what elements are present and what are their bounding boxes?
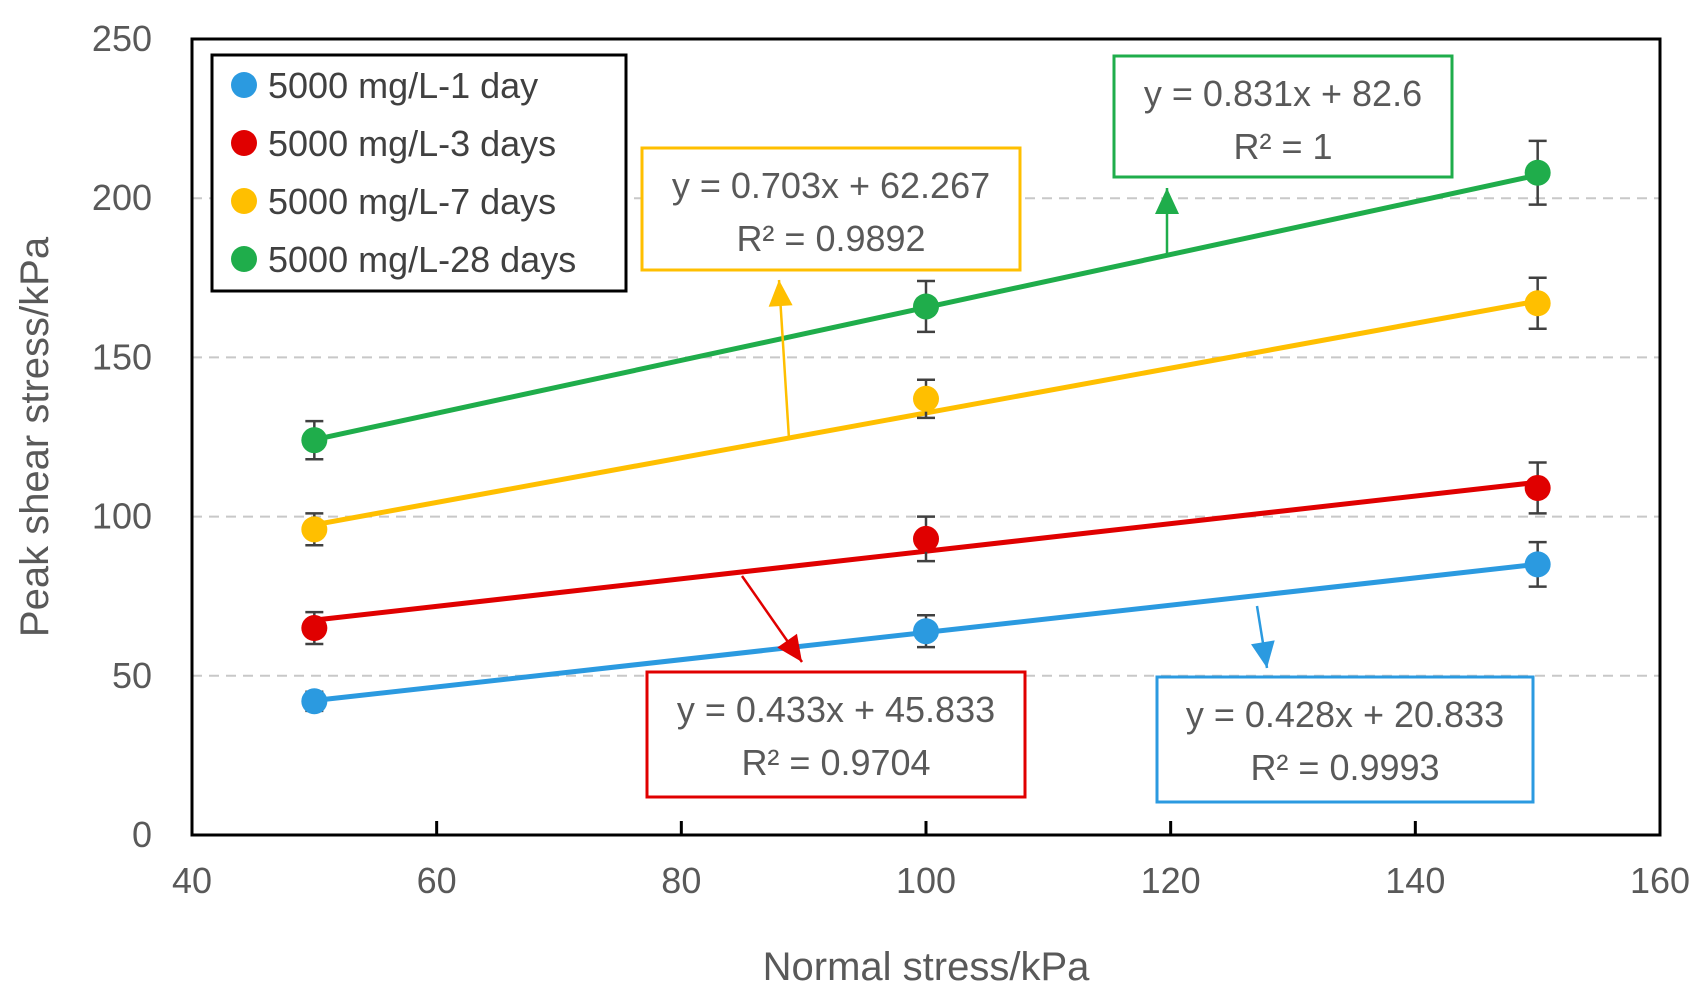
y-tick-label-150: 150	[92, 336, 152, 377]
data-point-s1-2	[1524, 474, 1551, 501]
data-point-s3-1	[913, 293, 939, 320]
y-tick-label-0: 0	[132, 814, 152, 855]
equation-text-s1: y = 0.433x + 45.833	[677, 689, 995, 730]
legend-box	[210, 53, 628, 293]
legend-marker-s3	[231, 246, 257, 272]
y-tick-label-200: 200	[92, 177, 152, 218]
x-tick-label-60: 60	[417, 860, 457, 901]
data-point-s2-1	[913, 385, 939, 412]
equation-box-s1	[645, 670, 1027, 799]
points-layer	[301, 139, 1551, 715]
legend-label-s3: 5000 mg/L-28 days	[268, 239, 576, 280]
arrow-head-s2	[768, 280, 793, 307]
data-point-s1-0	[301, 615, 328, 642]
axis-layer: 40 60 80 100 120 140 160 0 50 100 150 200 250	[92, 18, 1690, 901]
legend-marker-s1	[231, 130, 257, 156]
legend-label-s1: 5000 mg/L-3 days	[268, 123, 556, 164]
arrow-head-s3	[1155, 188, 1179, 214]
data-point-s3-2	[1524, 159, 1551, 186]
x-tick-label-140: 140	[1385, 860, 1445, 901]
legend-marker-s2	[231, 188, 257, 214]
x-tick-label-100: 100	[896, 860, 956, 901]
equation-text-s2: y = 0.703x + 62.267	[672, 165, 990, 206]
y-tick-label-50: 50	[112, 655, 152, 696]
r2-text-s2: R² = 0.9892	[736, 218, 925, 259]
legend-marker-s0	[231, 72, 257, 98]
r2-text-s1: R² = 0.9704	[741, 742, 930, 783]
r2-text-s3: R² = 1	[1233, 126, 1332, 167]
y-tick-label-250: 250	[92, 18, 152, 59]
arrow-head-s0	[1251, 640, 1275, 668]
legend-label-s0: 5000 mg/L-1 day	[268, 65, 538, 106]
equation-box-s2	[640, 146, 1022, 272]
data-point-s2-2	[1524, 290, 1551, 317]
x-axis-title: Normal stress/kPa	[763, 945, 1090, 989]
equation-box-s3	[1112, 54, 1454, 179]
x-tick-label-120: 120	[1141, 860, 1201, 901]
x-tick-label-40: 40	[172, 860, 212, 901]
data-point-s1-1	[913, 525, 939, 552]
legend: 5000 mg/L-1 day 5000 mg/L-3 days 5000 mg/L…	[210, 53, 628, 293]
legend-label-s2: 5000 mg/L-7 days	[268, 181, 556, 222]
data-point-s0-2	[1524, 551, 1551, 578]
data-point-s2-0	[301, 516, 328, 543]
r2-text-s0: R² = 0.9993	[1250, 747, 1439, 788]
equation-text-s0: y = 0.428x + 20.833	[1186, 694, 1504, 735]
equation-text-s3: y = 0.831x + 82.6	[1144, 73, 1422, 114]
data-point-s3-0	[301, 427, 328, 454]
y-axis-title: Peak shear stress/kPa	[13, 236, 57, 637]
arrow-line-s2	[777, 279, 791, 440]
y-tick-label-100: 100	[92, 496, 152, 537]
annotations-layer: y = 0.428x + 20.833 R² = 0.9993 y = 0.433x…	[640, 54, 1535, 804]
data-point-s0-1	[913, 618, 939, 645]
equation-box-s0	[1155, 675, 1535, 804]
x-tick-label-160: 160	[1630, 860, 1690, 901]
x-tick-label-80: 80	[661, 860, 701, 901]
arrow-head-s1	[777, 633, 802, 662]
data-point-s0-0	[301, 688, 328, 715]
